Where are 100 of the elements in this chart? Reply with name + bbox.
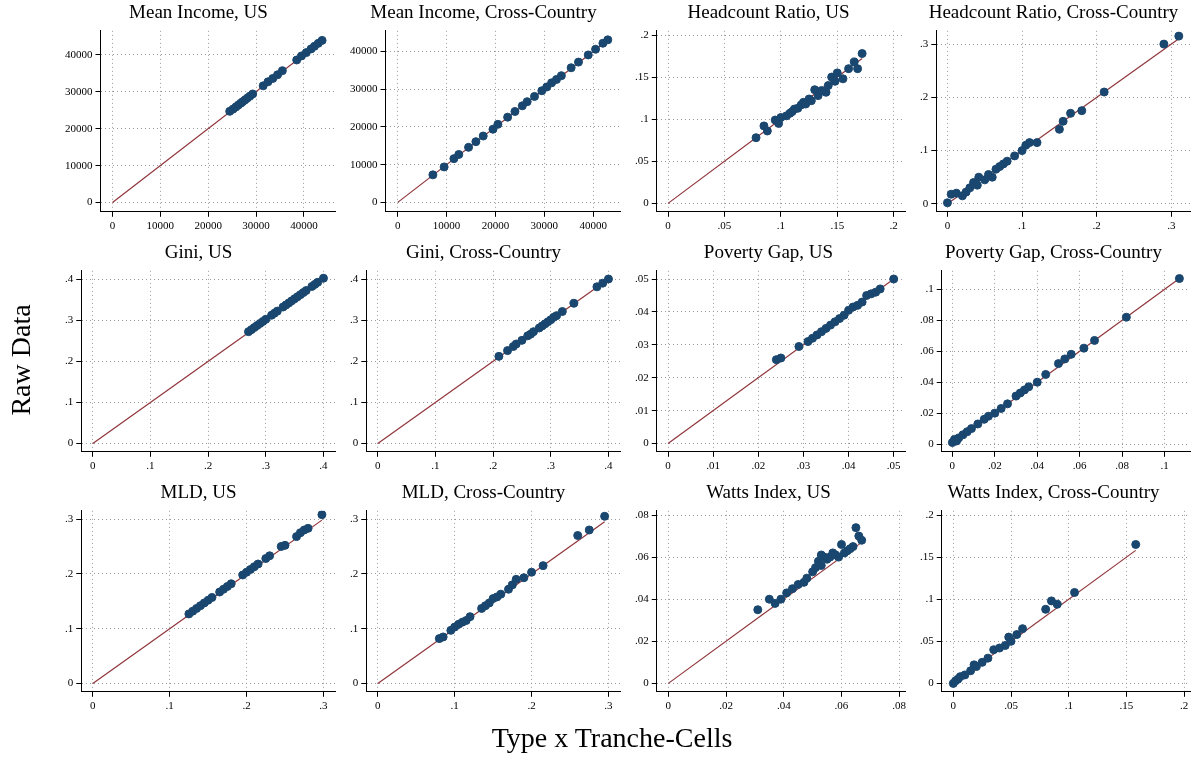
y-tick-label: 10000 bbox=[65, 158, 93, 171]
y-tick-label: .1 bbox=[350, 395, 359, 408]
y-tick-label: .02 bbox=[920, 406, 934, 419]
x-tick-label: .15 bbox=[1119, 699, 1134, 712]
y-tick-label: .15 bbox=[635, 69, 650, 82]
y-tick-label: 0 bbox=[928, 676, 935, 689]
x-tick-label: .04 bbox=[841, 459, 856, 472]
x-tick-label: 0 bbox=[394, 219, 401, 232]
x-tick-label: .1 bbox=[1017, 219, 1027, 232]
y-tick-label: .02 bbox=[635, 370, 649, 383]
y-tick-label: .2 bbox=[640, 27, 649, 40]
chart-title: Watts Index, Cross-Country bbox=[947, 481, 1161, 503]
x-tick-label: .05 bbox=[717, 219, 732, 232]
chart-title: Gini, Cross-Country bbox=[405, 241, 562, 263]
y-tick-label: 0 bbox=[352, 436, 359, 449]
y-tick-label: .1 bbox=[920, 143, 929, 156]
y-tick-label: .2 bbox=[350, 566, 359, 579]
y-tick-label: .1 bbox=[925, 592, 934, 605]
y-tick-label: .2 bbox=[925, 507, 934, 520]
x-tick-label: .3 bbox=[1167, 219, 1176, 232]
x-tick-label: .08 bbox=[1115, 459, 1130, 472]
x-tick-label: .01 bbox=[706, 459, 721, 472]
x-tick-label: .4 bbox=[319, 459, 329, 472]
chart-title: MLD, Cross-Country bbox=[401, 481, 566, 503]
x-tick-label: .2 bbox=[1180, 699, 1189, 712]
x-tick-label: .4 bbox=[604, 459, 614, 472]
y-tick-label: 40000 bbox=[65, 47, 93, 60]
x-tick-label: .2 bbox=[527, 699, 536, 712]
y-tick-label: 0 bbox=[67, 436, 74, 449]
y-tick-label: .4 bbox=[350, 271, 359, 284]
chart-title: Mean Income, Cross-Country bbox=[370, 1, 598, 23]
chart-title: Watts Index, US bbox=[706, 481, 831, 503]
y-tick-label: .1 bbox=[65, 395, 74, 408]
x-tick-label: 20000 bbox=[481, 219, 510, 232]
x-tick-label: .06 bbox=[1072, 459, 1088, 472]
y-tick-label: 40000 bbox=[350, 44, 378, 57]
x-tick-label: .1 bbox=[1064, 699, 1073, 712]
chart-title: MLD, US bbox=[160, 481, 237, 503]
y-tick-label: 0 bbox=[643, 436, 650, 449]
x-tick-label: .2 bbox=[1092, 219, 1101, 232]
x-tick-label: 20000 bbox=[194, 219, 223, 232]
x-tick-label: .1 bbox=[146, 459, 155, 472]
y-tick-label: .3 bbox=[350, 511, 359, 524]
x-tick-label: .04 bbox=[776, 699, 792, 712]
y-tick-label: .08 bbox=[920, 313, 935, 326]
x-tick-label: 10000 bbox=[432, 219, 461, 232]
x-tick-label: .04 bbox=[1030, 459, 1045, 472]
y-tick-label: .1 bbox=[350, 621, 359, 634]
y-tick-label: 0 bbox=[87, 195, 93, 208]
x-tick-label: 10000 bbox=[146, 219, 175, 232]
y-tick-label: .01 bbox=[635, 403, 649, 416]
y-tick-label: 0 bbox=[372, 195, 378, 208]
x-tick-label: .1 bbox=[776, 219, 785, 232]
x-tick-label: .02 bbox=[751, 459, 766, 472]
x-tick-label: .06 bbox=[834, 699, 849, 712]
x-tick-label: 0 bbox=[109, 219, 116, 232]
x-tick-label: .3 bbox=[546, 459, 556, 472]
y-tick-label: .1 bbox=[640, 112, 649, 125]
y-tick-label: .04 bbox=[635, 592, 650, 605]
y-tick-label: .04 bbox=[920, 375, 935, 388]
chart-title: Headcount Ratio, Cross-Country bbox=[928, 1, 1179, 23]
y-tick-label: .2 bbox=[65, 354, 74, 367]
y-tick-label: 30000 bbox=[65, 84, 93, 97]
y-tick-label: 0 bbox=[643, 676, 650, 689]
x-tick-label: .05 bbox=[886, 459, 902, 472]
x-tick-label: 40000 bbox=[290, 219, 319, 232]
x-tick-label: .2 bbox=[242, 699, 251, 712]
x-tick-label: 30000 bbox=[242, 219, 271, 232]
y-tick-label: .3 bbox=[65, 313, 74, 326]
x-tick-label: .02 bbox=[719, 699, 733, 712]
y-tick-label: 0 bbox=[352, 676, 359, 689]
x-tick-label: 0 bbox=[949, 459, 956, 472]
x-tick-label: .2 bbox=[889, 219, 898, 232]
y-tick-label: 0 bbox=[67, 676, 74, 689]
y-tick-label: 0 bbox=[643, 196, 650, 209]
y-tick-label: .06 bbox=[635, 549, 650, 562]
x-tick-label: .08 bbox=[892, 699, 907, 712]
y-tick-label: 10000 bbox=[350, 157, 378, 170]
y-tick-label: 20000 bbox=[65, 121, 93, 134]
y-tick-label: .04 bbox=[635, 304, 650, 317]
y-tick-label: .05 bbox=[920, 634, 935, 647]
y-tick-label: .05 bbox=[635, 271, 650, 284]
x-tick-label: 0 bbox=[665, 459, 672, 472]
y-tick-label: .3 bbox=[920, 37, 929, 49]
y-tick-label: .08 bbox=[635, 507, 650, 520]
y-tick-label: .06 bbox=[920, 344, 935, 357]
y-tick-label: .3 bbox=[65, 511, 74, 524]
x-tick-label: .15 bbox=[830, 219, 845, 232]
y-axis-title: Raw Data bbox=[4, 304, 37, 416]
y-tick-label: .2 bbox=[920, 90, 929, 103]
y-tick-label: .2 bbox=[65, 566, 74, 579]
x-tick-label: .3 bbox=[604, 699, 614, 712]
x-tick-label: 40000 bbox=[579, 219, 608, 232]
y-tick-label: 30000 bbox=[350, 82, 378, 95]
x-tick-label: .02 bbox=[987, 459, 1002, 472]
chart-title: Headcount Ratio, US bbox=[687, 1, 850, 23]
chart-title: Poverty Gap, US bbox=[703, 241, 834, 263]
y-tick-label: 20000 bbox=[350, 119, 378, 132]
y-tick-label: .3 bbox=[350, 313, 359, 326]
y-tick-label: 0 bbox=[928, 436, 935, 449]
